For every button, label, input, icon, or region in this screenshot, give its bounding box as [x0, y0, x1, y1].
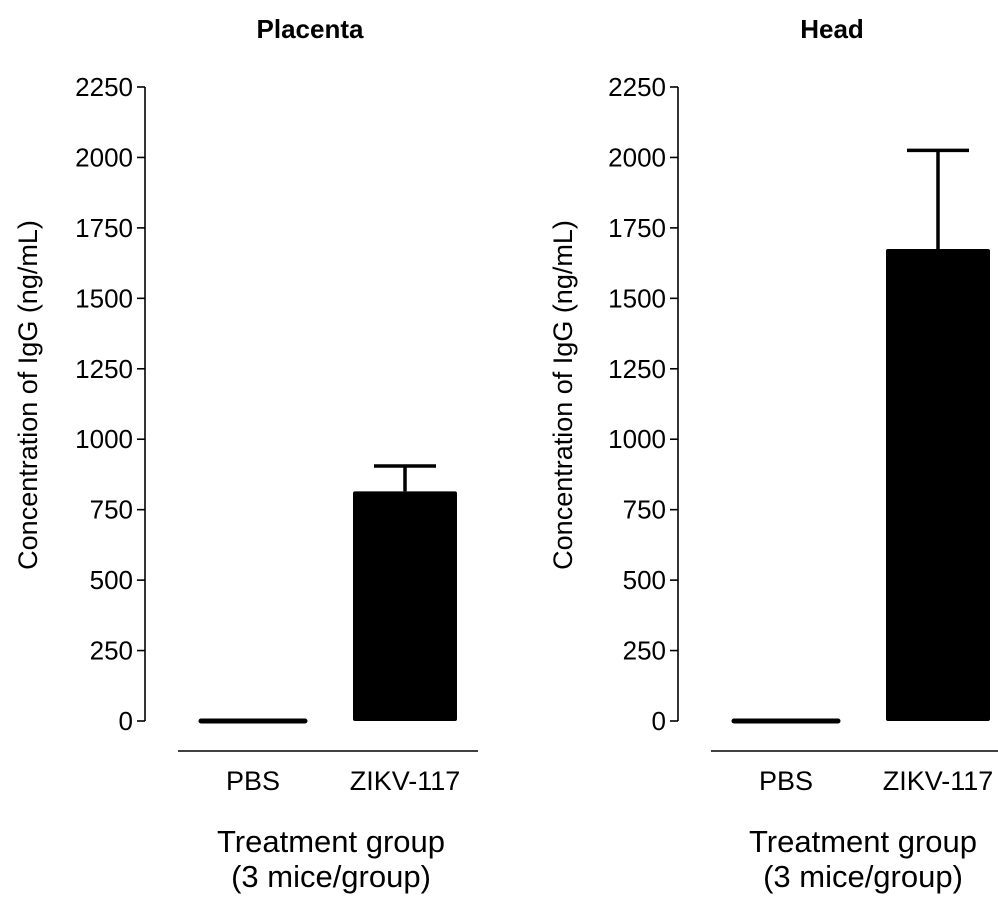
- y-tick-label: 500: [90, 565, 133, 595]
- x-axis-label-line1: Treatment group: [217, 824, 445, 859]
- y-tick-label: 1250: [75, 354, 133, 384]
- x-tick-label: ZIKV-117: [883, 766, 994, 796]
- panel-head: Head Concentration of IgG (ng/mL) Treatm…: [548, 14, 998, 894]
- y-tick-label: 2250: [608, 72, 666, 102]
- chart-title: Placenta: [257, 14, 364, 44]
- y-tick-label: 0: [652, 706, 666, 736]
- y-axis-label: Concentration of IgG (ng/mL): [13, 220, 43, 570]
- x-axis-label-line1: Treatment group: [749, 824, 977, 859]
- y-tick-label: 750: [623, 495, 666, 525]
- y-tick-label: 2250: [75, 72, 133, 102]
- y-tick-label: 250: [90, 636, 133, 666]
- bar: [886, 249, 990, 721]
- y-axis-label: Concentration of IgG (ng/mL): [548, 220, 578, 570]
- y-tick-label: 1750: [608, 213, 666, 243]
- y-tick-label: 1000: [608, 424, 666, 454]
- y-tick-label: 2000: [75, 142, 133, 172]
- y-tick-label: 250: [623, 636, 666, 666]
- bar: [353, 491, 457, 721]
- y-tick-label: 1500: [75, 283, 133, 313]
- y-tick-label: 1000: [75, 424, 133, 454]
- y-tick-label: 1500: [608, 283, 666, 313]
- x-axis-label-line2: (3 mice/group): [231, 859, 431, 894]
- x-tick-label: ZIKV-117: [350, 766, 461, 796]
- x-axis-label-line2: (3 mice/group): [763, 859, 963, 894]
- y-tick-label: 1750: [75, 213, 133, 243]
- y-tick-label: 750: [90, 495, 133, 525]
- x-tick-label: PBS: [759, 766, 813, 796]
- chart-title: Head: [800, 14, 864, 44]
- y-tick-label: 1250: [608, 354, 666, 384]
- panel-placenta: Placenta Concentration of IgG (ng/mL) Tr…: [13, 14, 478, 894]
- y-tick-label: 0: [119, 706, 133, 736]
- y-tick-label: 500: [623, 565, 666, 595]
- x-tick-label: PBS: [226, 766, 280, 796]
- y-tick-label: 2000: [608, 142, 666, 172]
